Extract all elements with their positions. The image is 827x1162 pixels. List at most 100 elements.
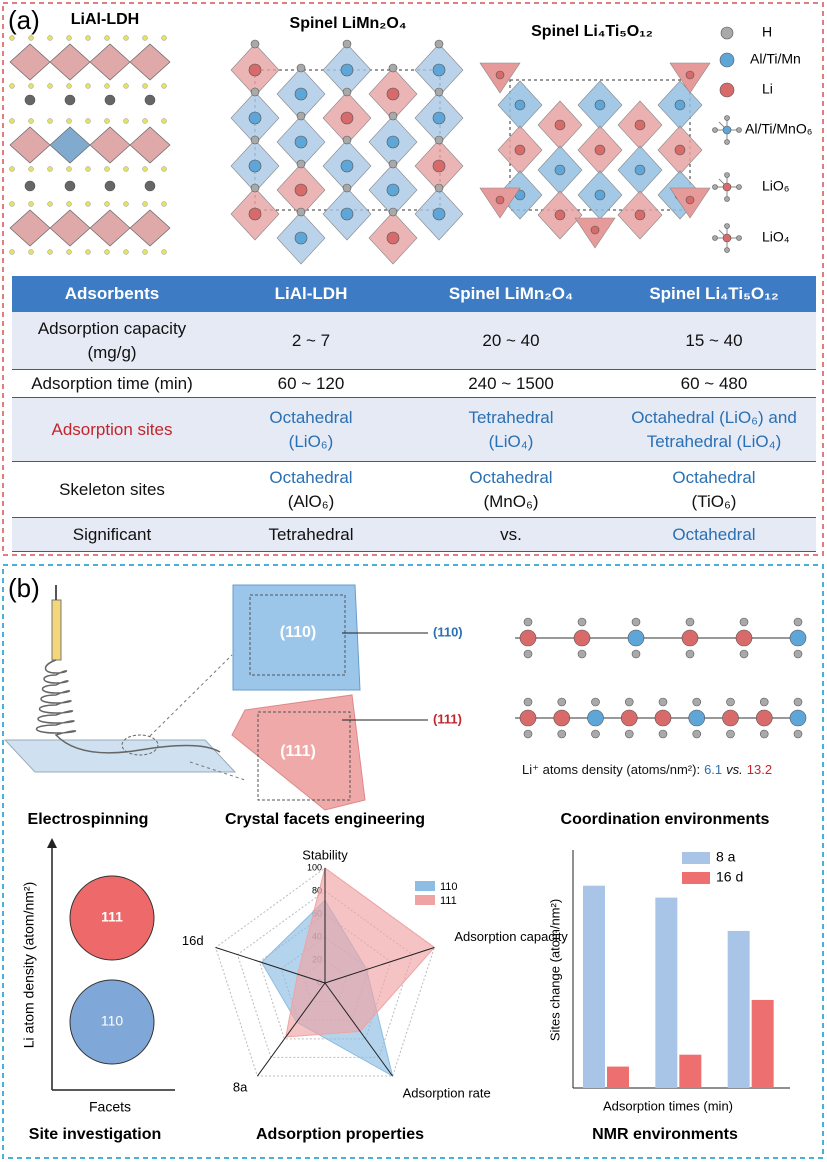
atom bbox=[161, 249, 167, 255]
atom bbox=[514, 99, 526, 111]
atom bbox=[9, 83, 15, 89]
bar bbox=[679, 1054, 702, 1088]
radar-axis bbox=[324, 946, 435, 984]
atom bbox=[142, 166, 148, 172]
cell-text: Octahedral bbox=[672, 467, 756, 487]
atom bbox=[123, 166, 129, 172]
atom bbox=[161, 201, 167, 207]
atom bbox=[161, 166, 167, 172]
atom bbox=[523, 729, 533, 739]
cell-text: Adsorption sites bbox=[51, 419, 173, 439]
atom bbox=[674, 144, 686, 156]
atom bbox=[85, 83, 91, 89]
atom bbox=[519, 709, 537, 727]
atom bbox=[250, 39, 260, 49]
atom bbox=[85, 201, 91, 207]
axis-label: Adsorption capacity bbox=[454, 929, 568, 944]
atom bbox=[28, 35, 34, 41]
cube-outline bbox=[257, 711, 351, 801]
cell-text: 15 ~ 40 bbox=[685, 330, 743, 350]
octahedron bbox=[9, 126, 51, 164]
atom bbox=[519, 629, 537, 647]
atom bbox=[620, 709, 638, 727]
cell-text: 60 ~ 120 bbox=[277, 373, 345, 393]
table-cell: 60 ~ 480 bbox=[612, 370, 816, 398]
atom bbox=[28, 166, 34, 172]
cell-text: Octahedral bbox=[269, 407, 353, 427]
atom bbox=[634, 119, 646, 131]
header-text: Adsorbents bbox=[64, 284, 160, 303]
atom bbox=[739, 649, 749, 659]
atom bbox=[104, 201, 110, 207]
axis-label: 16d bbox=[182, 933, 204, 948]
zoom-region bbox=[121, 734, 159, 756]
atom bbox=[495, 195, 505, 205]
atom bbox=[388, 63, 398, 73]
cell-text: Adsorption time (min) bbox=[31, 373, 193, 393]
atom bbox=[722, 709, 739, 727]
zoom-line bbox=[149, 654, 233, 737]
atom bbox=[340, 63, 354, 77]
atom bbox=[161, 35, 167, 41]
atom bbox=[726, 697, 735, 707]
legend-label: 16 d bbox=[716, 869, 743, 885]
atom bbox=[250, 183, 260, 193]
atom bbox=[64, 180, 76, 192]
atom bbox=[432, 159, 446, 173]
cell-text: 240 ~ 1500 bbox=[468, 373, 554, 393]
atom bbox=[685, 70, 695, 80]
bar bbox=[607, 1066, 629, 1088]
cell-text: (AlO₆) bbox=[287, 491, 335, 511]
atom bbox=[624, 697, 634, 707]
atom bbox=[658, 697, 668, 707]
atom bbox=[296, 207, 306, 217]
cell-text: (TiO₆) bbox=[691, 491, 737, 511]
atom bbox=[432, 111, 446, 125]
atom bbox=[594, 189, 606, 201]
atom bbox=[142, 35, 148, 41]
atom bbox=[142, 83, 148, 89]
octahedron bbox=[49, 43, 91, 81]
table-cell: Significant bbox=[12, 518, 212, 552]
table-cell: Adsorption capacity (mg/g) bbox=[12, 312, 212, 370]
legend-label: H bbox=[762, 24, 772, 40]
atom bbox=[66, 166, 72, 172]
atom bbox=[759, 729, 769, 739]
atom bbox=[591, 697, 600, 707]
legend-label: Li bbox=[762, 81, 773, 97]
table-cell: Spinel LiMn₂O₄ bbox=[410, 276, 612, 312]
density-part: 13.2 bbox=[747, 762, 772, 777]
atom bbox=[85, 249, 91, 255]
atom bbox=[28, 201, 34, 207]
atom bbox=[340, 111, 354, 125]
atom bbox=[554, 164, 566, 176]
bar bbox=[583, 885, 605, 1088]
atom bbox=[523, 617, 533, 627]
legend-swatch bbox=[415, 895, 435, 905]
atom bbox=[658, 729, 668, 739]
axis-label: Adsorption rate bbox=[403, 1085, 491, 1100]
atom bbox=[123, 35, 129, 41]
octahedron bbox=[129, 209, 171, 247]
atom bbox=[594, 99, 606, 111]
atom bbox=[248, 207, 262, 221]
octahedron bbox=[129, 126, 171, 164]
atom bbox=[692, 729, 702, 739]
atom bbox=[104, 94, 116, 106]
bar bbox=[751, 999, 774, 1088]
atom bbox=[557, 729, 567, 739]
atom bbox=[386, 231, 400, 245]
atom bbox=[735, 629, 753, 647]
bar bbox=[655, 897, 678, 1088]
atom bbox=[342, 87, 352, 97]
cell-text: Octahedral bbox=[269, 467, 353, 487]
cube-outline bbox=[249, 594, 346, 676]
density-note: Li⁺ atoms density (atoms/nm²): 6.1 vs. 13.2 bbox=[522, 762, 772, 777]
atom bbox=[9, 249, 15, 255]
r-tick-label: 100 bbox=[307, 862, 322, 872]
cell-text: 2 ~ 7 bbox=[291, 330, 331, 350]
atom bbox=[123, 118, 129, 124]
syringe bbox=[51, 599, 62, 661]
atom bbox=[724, 172, 730, 178]
atom bbox=[724, 115, 730, 121]
